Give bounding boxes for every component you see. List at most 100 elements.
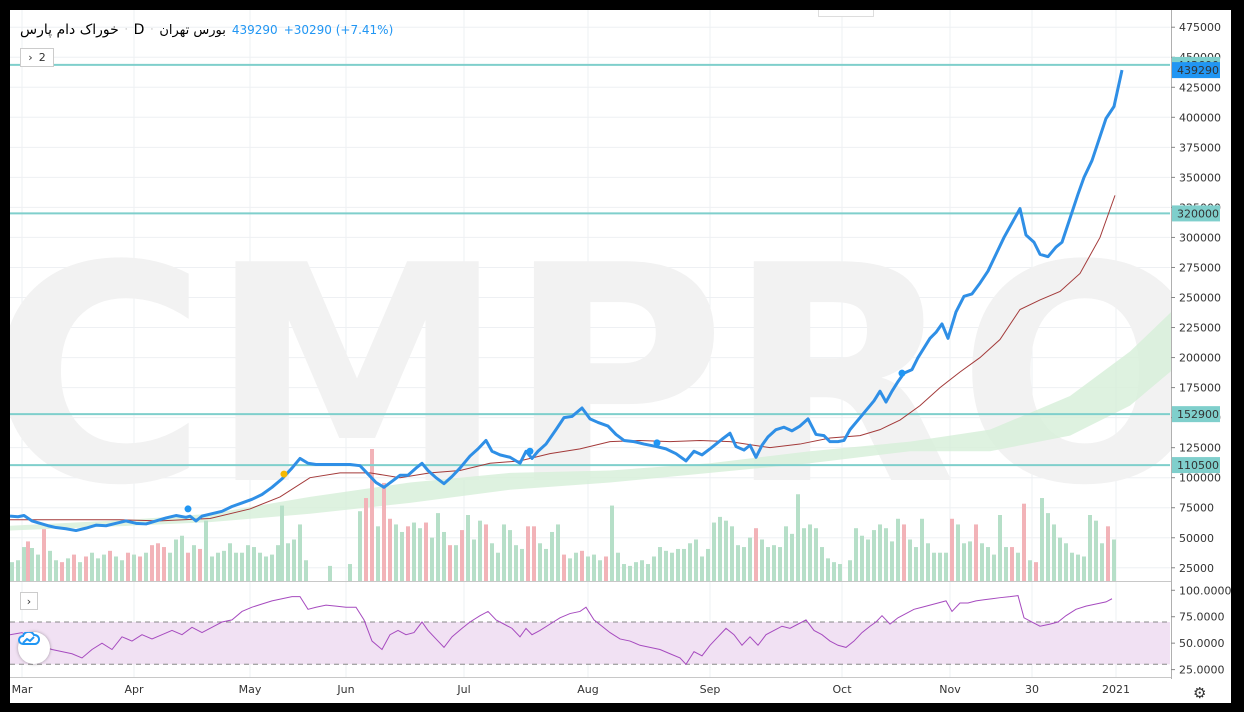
- volume-bar-up: [778, 547, 782, 581]
- volume-bar-up: [1100, 543, 1104, 581]
- volume-bar-up: [914, 547, 918, 581]
- volume-bar-up: [114, 556, 118, 581]
- price-tick-label: 175000: [1179, 382, 1221, 395]
- last-price-label-box: [1172, 62, 1220, 79]
- chart-canvas[interactable]: CMPRO25000500007500010000012500015000017…: [10, 10, 1231, 703]
- volume-bar-up: [766, 547, 770, 581]
- volume-bar-up: [36, 554, 40, 581]
- volume-bar-up: [802, 528, 806, 581]
- volume-bar-down: [162, 547, 166, 581]
- volume-bar-up: [956, 524, 960, 581]
- volume-bar-up: [1064, 543, 1068, 581]
- symbol-header: خوراک دام پارس · D · بورس تهران 439290 +…: [20, 22, 393, 38]
- price-line: [10, 69, 1124, 533]
- price-tick-label: 100000: [1179, 472, 1221, 485]
- volume-bar-up: [216, 552, 220, 581]
- time-tick-label: 30: [1025, 683, 1039, 696]
- volume-bar-up: [736, 545, 740, 581]
- volume-bar-down: [72, 554, 76, 581]
- volume-bar-up: [192, 545, 196, 581]
- volume-bar-up: [1070, 552, 1074, 581]
- time-tick-label: Jul: [456, 683, 470, 696]
- volume-bar-up: [90, 552, 94, 581]
- volume-bar-up: [616, 552, 620, 581]
- volume-bar-up: [920, 518, 924, 581]
- volume-bar-up: [10, 562, 14, 581]
- volume-bar-up: [622, 564, 626, 581]
- volume-bar-up: [908, 539, 912, 581]
- volume-bar-up: [646, 564, 650, 581]
- signal-marker: [653, 439, 661, 447]
- price-change: +30290 (+7.41%): [283, 23, 394, 37]
- volume-bar-up: [348, 564, 352, 581]
- volume-bar-up: [1094, 520, 1098, 581]
- volume-bar-up: [890, 541, 894, 581]
- volume-bar-up: [400, 531, 404, 581]
- tradingview-logo[interactable]: [18, 632, 50, 664]
- rsi-toggle-button[interactable]: ›: [20, 592, 38, 610]
- volume-bar-down: [364, 498, 368, 581]
- price-tick-label: 350000: [1179, 171, 1221, 184]
- volume-bar-down: [580, 550, 584, 581]
- volume-bar-down: [1106, 526, 1110, 581]
- volume-bar-down: [902, 524, 906, 581]
- volume-bar-down: [532, 526, 536, 581]
- volume-bar-up: [280, 505, 284, 581]
- signal-marker: [184, 505, 192, 513]
- volume-bar-up: [586, 556, 590, 581]
- volume-bar-up: [694, 539, 698, 581]
- volume-bar-up: [132, 554, 136, 581]
- volume-bar-up: [592, 554, 596, 581]
- volume-bar-up: [240, 552, 244, 581]
- rsi-tick-label: 100.0000: [1179, 584, 1231, 597]
- level-label: 320000: [1177, 207, 1219, 220]
- volume-bar-up: [878, 524, 882, 581]
- volume-bar-down: [406, 526, 410, 581]
- volume-bar-up: [78, 562, 82, 581]
- indicator-toggle-button[interactable]: › 2: [20, 48, 54, 67]
- volume-bar-down: [108, 550, 112, 581]
- volume-bar-up: [1082, 556, 1086, 581]
- interval-label[interactable]: D: [133, 22, 145, 38]
- volume-bar-up: [926, 543, 930, 581]
- volume-bar-up: [264, 556, 268, 581]
- volume-bar-up: [252, 547, 256, 581]
- volume-bar-up: [838, 564, 842, 581]
- symbol-name[interactable]: خوراک دام پارس: [20, 22, 119, 38]
- volume-bar-up: [298, 524, 302, 581]
- volume-bar-up: [478, 520, 482, 581]
- volume-bar-up: [328, 565, 332, 581]
- volume-bar-up: [304, 560, 308, 581]
- chart-background: [10, 10, 1231, 703]
- top-handle[interactable]: [818, 10, 874, 17]
- volume-bar-up: [986, 547, 990, 581]
- volume-bar-up: [854, 528, 858, 581]
- volume-bar-up: [520, 548, 524, 581]
- volume-bar-down: [370, 449, 374, 581]
- volume-bar-up: [430, 537, 434, 581]
- volume-bar-up: [820, 547, 824, 581]
- volume-bar-up: [496, 552, 500, 581]
- volume-bar-up: [1088, 515, 1092, 581]
- rsi-tick-label: 50.0000: [1179, 637, 1225, 650]
- time-tick-label: Apr: [124, 683, 144, 696]
- volume-bar-up: [16, 560, 20, 581]
- volume-bar-up: [1076, 554, 1080, 581]
- chevron-right-icon: ›: [26, 594, 32, 608]
- volume-bar-up: [896, 518, 900, 581]
- volume-bar-up: [246, 545, 250, 581]
- rsi-tick-label: 75.0000: [1179, 611, 1225, 624]
- price-tick-label: 75000: [1179, 502, 1214, 515]
- volume-bar-up: [730, 526, 734, 581]
- rsi-line: [10, 595, 1113, 666]
- price-tick-label: 225000: [1179, 322, 1221, 335]
- volume-bar-down: [448, 545, 452, 581]
- gear-icon[interactable]: ⚙: [1193, 684, 1207, 702]
- volume-bar-up: [568, 558, 572, 581]
- separator-dot-1: ·: [124, 25, 128, 35]
- volume-bar-up: [826, 558, 830, 581]
- volume-bar-up: [682, 548, 686, 581]
- volume-bar-up: [270, 554, 274, 581]
- volume-bar-down: [42, 529, 46, 581]
- volume-bar-up: [814, 528, 818, 581]
